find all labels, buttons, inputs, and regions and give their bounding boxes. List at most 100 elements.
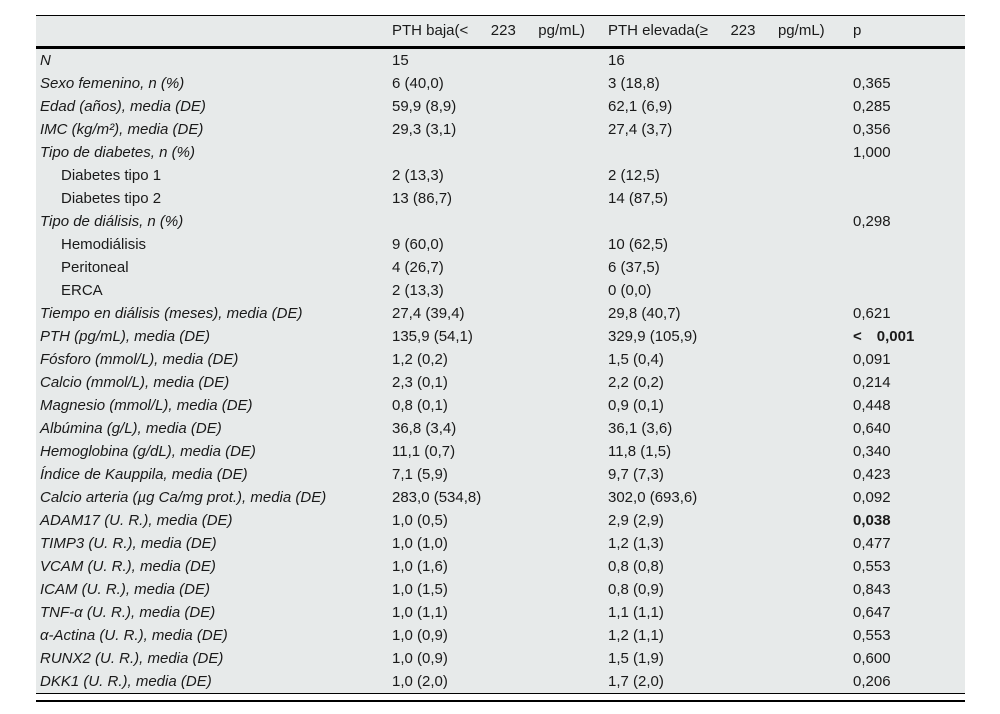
row-label: TNF-α (U. R.), media (DE) [40, 604, 216, 621]
cell-p-value: 0,214 [853, 374, 891, 391]
cell-pth-baja: 27,4 (39,4) [392, 305, 465, 322]
row-label: Índice de Kauppila, media (DE) [40, 466, 248, 483]
cell-p-value: 1,000 [853, 144, 891, 161]
cell-pth-baja: 7,1 (5,9) [392, 466, 448, 483]
cell-pth-baja: 1,0 (0,9) [392, 650, 448, 667]
cell-p-value: 0,553 [853, 558, 891, 575]
row-label: ADAM17 (U. R.), media (DE) [40, 512, 233, 529]
table-row: Tipo de diabetes, n (%) 1,000 [36, 141, 965, 164]
cell-p-value: 0,843 [853, 581, 891, 598]
cell-p-value: 0,356 [853, 121, 891, 138]
cell-pth-baja: 2 (13,3) [392, 282, 444, 299]
cell-pth-baja: 1,0 (1,5) [392, 581, 448, 598]
table-row: Diabetes tipo 2 13 (86,7) 14 (87,5) [36, 187, 965, 210]
cell-pth-baja: 1,0 (1,0) [392, 535, 448, 552]
cell-p-value: 0,091 [853, 351, 891, 368]
table-row: Calcio arteria (µg Ca/mg prot.), media (… [36, 486, 965, 509]
row-label: α-Actina (U. R.), media (DE) [40, 627, 228, 644]
row-label: RUNX2 (U. R.), media (DE) [40, 650, 224, 667]
cell-p-value: 0,285 [853, 98, 891, 115]
cell-p-value: 0,365 [853, 75, 891, 92]
table-row: Edad (años), media (DE) 59,9 (8,9) 62,1 … [36, 95, 965, 118]
comparison-table: PTH baja(< 223 pg/mL) PTH elevada(≥ 223 … [36, 15, 965, 702]
table-row: Fósforo (mmol/L), media (DE) 1,2 (0,2) 1… [36, 348, 965, 371]
cell-p-value: 0,600 [853, 650, 891, 667]
cell-pth-elevada: 14 (87,5) [608, 190, 669, 207]
cell-pth-baja: 2,3 (0,1) [392, 374, 448, 391]
cell-pth-baja: 11,1 (0,7) [392, 443, 456, 460]
cell-p-value: 0,640 [853, 420, 891, 437]
table-row: Tiempo en diálisis (meses), media (DE) 2… [36, 302, 965, 325]
row-label: Edad (años), media (DE) [40, 98, 206, 115]
table-row: VCAM (U. R.), media (DE) 1,0 (1,6) 0,8 (… [36, 555, 965, 578]
row-label: Hemoglobina (g/dL), media (DE) [40, 443, 256, 460]
cell-p-value: 0,621 [853, 305, 891, 322]
table-row: Diabetes tipo 1 2 (13,3) 2 (12,5) [36, 164, 965, 187]
cell-p-value: 0,477 [853, 535, 891, 552]
table-row: Peritoneal 4 (26,7) 6 (37,5) [36, 256, 965, 279]
row-label: PTH (pg/mL), media (DE) [40, 328, 211, 345]
row-label: Calcio (mmol/L), media (DE) [40, 374, 230, 391]
row-label: TIMP3 (U. R.), media (DE) [40, 535, 217, 552]
cell-p-value: 0,038 [853, 512, 891, 529]
cell-pth-elevada: 1,1 (1,1) [608, 604, 664, 621]
table-row: N 15 16 [36, 49, 965, 72]
cell-p-value: 0,092 [853, 489, 891, 506]
cell-pth-elevada: 0,8 (0,9) [608, 581, 664, 598]
table-row: Hemodiálisis 9 (60,0) 10 (62,5) [36, 233, 965, 256]
row-label: Magnesio (mmol/L), media (DE) [40, 397, 253, 414]
row-label: Peritoneal [61, 259, 129, 276]
cell-pth-elevada: 1,5 (0,4) [608, 351, 664, 368]
header-p-value: p [853, 22, 862, 39]
row-label: Tiempo en diálisis (meses), media (DE) [40, 305, 303, 322]
cell-pth-baja: 4 (26,7) [392, 259, 444, 276]
cell-pth-elevada: 2,9 (2,9) [608, 512, 664, 529]
row-label: Diabetes tipo 2 [61, 190, 162, 207]
cell-pth-elevada: 1,5 (1,9) [608, 650, 664, 667]
cell-pth-elevada: 36,1 (3,6) [608, 420, 673, 437]
cell-pth-baja: 6 (40,0) [392, 75, 444, 92]
table-row: Sexo femenino, n (%) 6 (40,0) 3 (18,8) 0… [36, 72, 965, 95]
cell-pth-elevada: 0,8 (0,8) [608, 558, 664, 575]
row-label: ICAM (U. R.), media (DE) [40, 581, 211, 598]
table-row: Magnesio (mmol/L), media (DE) 0,8 (0,1) … [36, 394, 965, 417]
table-row: Hemoglobina (g/dL), media (DE) 11,1 (0,7… [36, 440, 965, 463]
cell-pth-baja: 1,0 (1,6) [392, 558, 448, 575]
table-row: Calcio (mmol/L), media (DE) 2,3 (0,1) 2,… [36, 371, 965, 394]
cell-p-value: 0,423 [853, 466, 891, 483]
table-row: Índice de Kauppila, media (DE) 7,1 (5,9)… [36, 463, 965, 486]
row-label: IMC (kg/m²), media (DE) [40, 121, 204, 138]
cell-pth-baja: 1,0 (2,0) [392, 673, 448, 690]
cell-pth-elevada: 16 [608, 52, 625, 69]
table-row: TIMP3 (U. R.), media (DE) 1,0 (1,0) 1,2 … [36, 532, 965, 555]
cell-p-value: 0,553 [853, 627, 891, 644]
table-header: PTH baja(< 223 pg/mL) PTH elevada(≥ 223 … [36, 15, 965, 49]
header-pth-baja: PTH baja(< 223 pg/mL) [392, 22, 585, 39]
cell-pth-elevada: 302,0 (693,6) [608, 489, 698, 506]
cell-pth-elevada: 27,4 (3,7) [608, 121, 673, 138]
row-label: DKK1 (U. R.), media (DE) [40, 673, 212, 690]
cell-pth-baja: 59,9 (8,9) [392, 98, 457, 115]
cell-pth-elevada: 2 (12,5) [608, 167, 660, 184]
row-label: VCAM (U. R.), media (DE) [40, 558, 216, 575]
cell-pth-baja: 9 (60,0) [392, 236, 444, 253]
cell-pth-baja: 13 (86,7) [392, 190, 453, 207]
table-row: Tipo de diálisis, n (%) 0,298 [36, 210, 965, 233]
cell-pth-elevada: 0,9 (0,1) [608, 397, 664, 414]
row-label: Calcio arteria (µg Ca/mg prot.), media (… [40, 489, 327, 506]
cell-pth-baja: 0,8 (0,1) [392, 397, 448, 414]
cell-pth-elevada: 329,9 (105,9) [608, 328, 698, 345]
cell-pth-elevada: 1,2 (1,1) [608, 627, 664, 644]
cell-pth-elevada: 62,1 (6,9) [608, 98, 673, 115]
cell-pth-elevada: 9,7 (7,3) [608, 466, 664, 483]
cell-pth-elevada: 1,7 (2,0) [608, 673, 664, 690]
table-row: ICAM (U. R.), media (DE) 1,0 (1,5) 0,8 (… [36, 578, 965, 601]
cell-pth-elevada: 29,8 (40,7) [608, 305, 681, 322]
table-row: TNF-α (U. R.), media (DE) 1,0 (1,1) 1,1 … [36, 601, 965, 624]
cell-pth-baja: 135,9 (54,1) [392, 328, 473, 345]
cell-p-value: 0,448 [853, 397, 891, 414]
cell-pth-elevada: 6 (37,5) [608, 259, 660, 276]
cell-pth-elevada: 3 (18,8) [608, 75, 660, 92]
table-row: DKK1 (U. R.), media (DE) 1,0 (2,0) 1,7 (… [36, 670, 965, 693]
cell-pth-baja: 1,0 (0,5) [392, 512, 448, 529]
